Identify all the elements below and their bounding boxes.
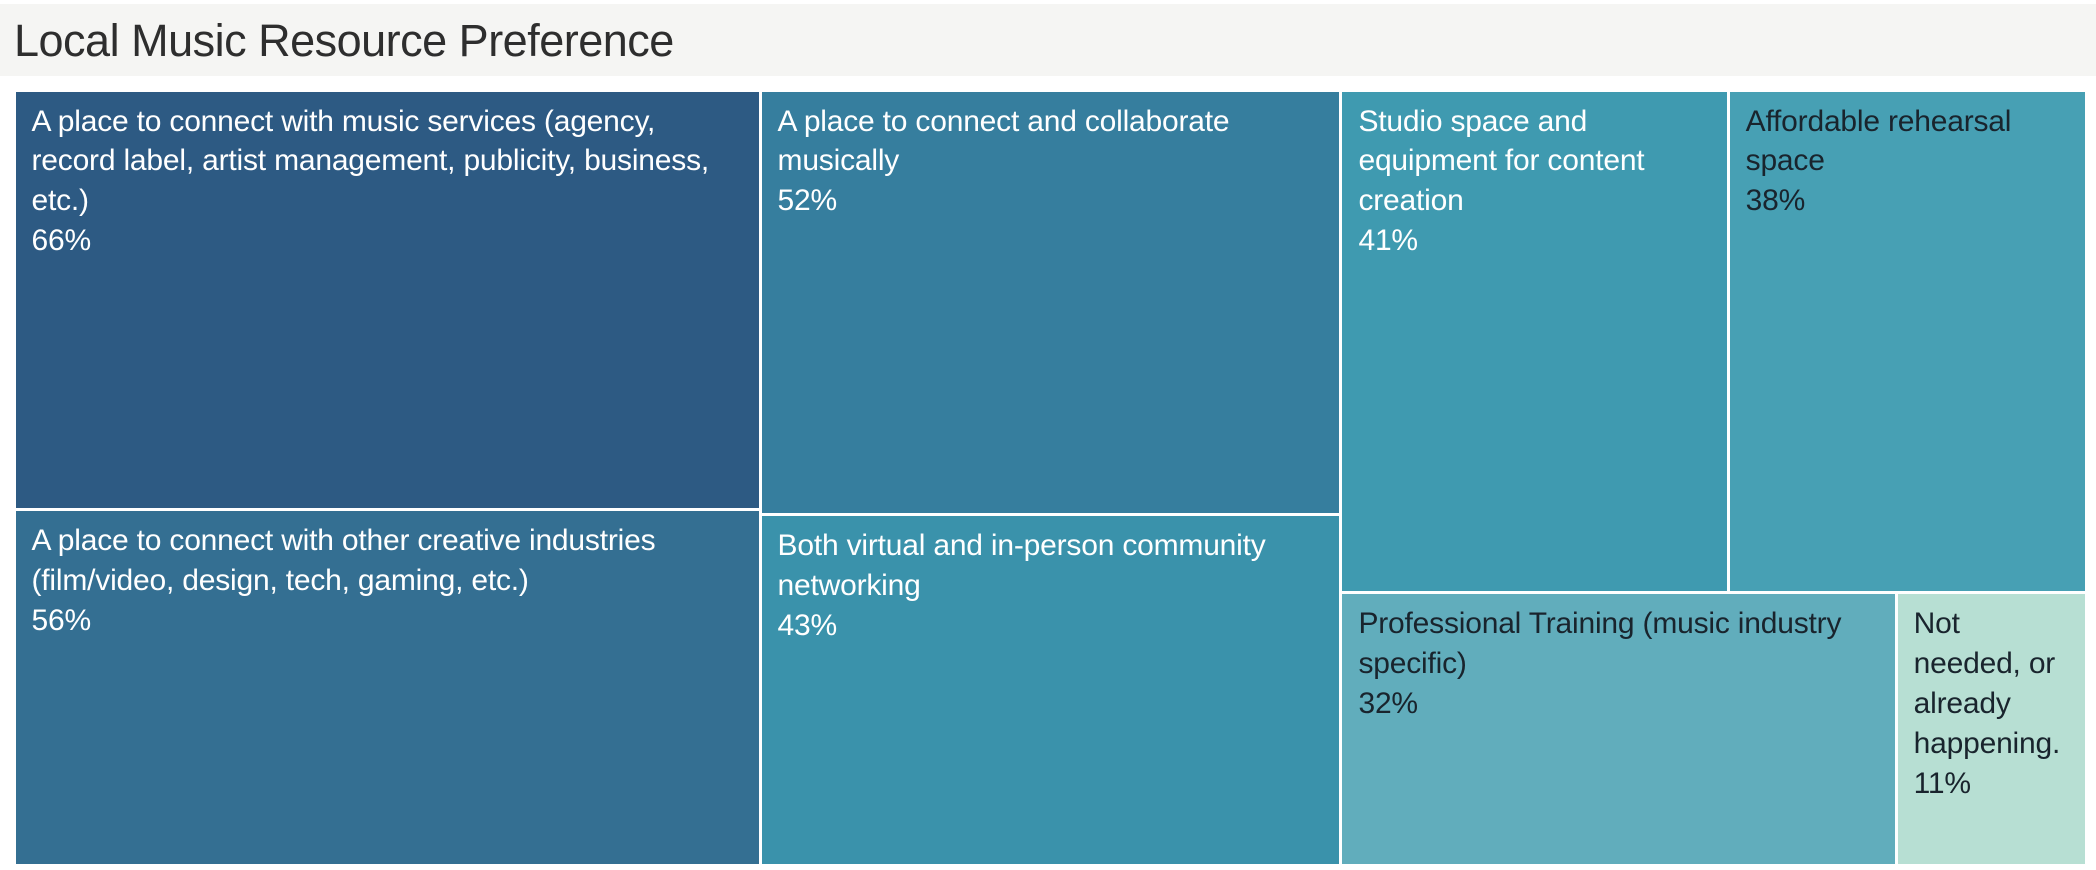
treemap-cell-content: A place to connect with music services (… (16, 92, 759, 272)
treemap-cell[interactable]: A place to connect with other creative i… (15, 511, 759, 865)
treemap-cell[interactable]: Studio space and equipment for content c… (1342, 91, 1727, 591)
treemap-cell[interactable]: Affordable rehearsal space 38% (1729, 91, 2086, 591)
treemap-cell-content: Not needed, or already happening. 11% (1898, 594, 2086, 813)
treemap-cell-label: Professional Training (music industry sp… (1358, 606, 1842, 680)
treemap-cell-label: Not needed, or already happening. (1913, 606, 2061, 760)
treemap-cell-value: 52% (777, 184, 838, 218)
treemap-cell[interactable]: A place to connect and collaborate music… (761, 91, 1340, 514)
treemap-cell-content: A place to connect and collaborate music… (762, 92, 1340, 232)
treemap-cell-content: Both virtual and in-person community net… (762, 516, 1340, 656)
treemap-cell-label: A place to connect with other creative i… (31, 524, 656, 598)
treemap-cell-label: A place to connect and collaborate music… (777, 104, 1230, 178)
treemap-cell-content: Professional Training (music industry sp… (1342, 594, 1894, 734)
treemap-cell-label: Affordable rehearsal space (1745, 104, 2012, 178)
treemap-cell-content: Studio space and equipment for content c… (1342, 92, 1726, 272)
treemap-cell[interactable]: Not needed, or already happening. 11% (1897, 593, 2086, 865)
treemap-cell-value: 11% (1913, 766, 1971, 800)
treemap-cell-content: Affordable rehearsal space 38% (1730, 92, 2086, 232)
treemap-cell-value: 56% (31, 604, 92, 638)
treemap-cell-value: 38% (1745, 184, 1806, 218)
treemap-cell[interactable]: Both virtual and in-person community net… (761, 516, 1340, 865)
treemap-cell-content: A place to connect with other creative i… (16, 511, 759, 651)
treemap-cell[interactable]: Professional Training (music industry sp… (1342, 593, 1895, 865)
treemap-cell-value: 43% (777, 609, 838, 643)
treemap-cell-label: A place to connect with music services (… (31, 104, 710, 218)
treemap-cell-value: 66% (31, 224, 92, 258)
treemap: A place to connect with music services (… (14, 90, 2087, 866)
treemap-cell-label: Studio space and equipment for content c… (1358, 104, 1645, 218)
treemap-cell-value: 41% (1358, 224, 1418, 258)
chart-title: Local Music Resource Preference (14, 14, 674, 66)
treemap-cell-label: Both virtual and in-person community net… (777, 529, 1266, 603)
chart-title-bar: Local Music Resource Preference (0, 4, 2096, 76)
treemap-cell[interactable]: A place to connect with music services (… (15, 91, 759, 509)
treemap-cell-value: 32% (1358, 686, 1418, 720)
